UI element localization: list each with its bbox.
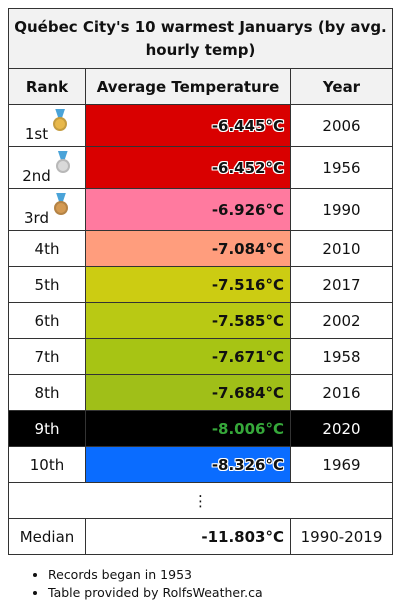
table-row: 4th -7.084°C 2010 (8, 230, 394, 267)
rank-cell: 8th (8, 374, 86, 411)
rank-label: 3rd (24, 208, 49, 227)
rank-cell: 2nd (8, 146, 86, 189)
year-cell: 2017 (289, 266, 394, 303)
year-cell: 2020 (289, 410, 394, 447)
rank-cell: 7th (8, 338, 86, 375)
table-row: 8th -7.684°C 2016 (8, 374, 394, 411)
rank-cell: 1st (8, 104, 86, 147)
footnote-records-began: Records began in 1953 (48, 566, 263, 584)
rank-label: 1st (24, 124, 49, 143)
rank-cell: 4th (8, 230, 86, 267)
temperature-cell: -8.326°C (85, 446, 291, 483)
temperature-cell: -6.445°C (85, 104, 291, 147)
table-row: 6th -7.585°C 2002 (8, 302, 394, 339)
temperature-cell: -7.084°C (85, 230, 291, 267)
temperature-cell: -8.006°C (85, 410, 291, 447)
year-cell: 1958 (289, 338, 394, 375)
year-cell: 1956 (289, 146, 394, 189)
header-rank: Rank (8, 68, 86, 105)
temperature-cell: -7.516°C (85, 266, 291, 303)
rank-cell: 6th (8, 302, 86, 339)
rank-cell: 3rd (8, 188, 86, 231)
year-cell: 1969 (289, 446, 394, 483)
table-row: 3rd -6.926°C 1990 (8, 188, 394, 231)
table-body: 1st -6.445°C 2006 2nd -6.452°C 1956 3rd … (7, 104, 394, 555)
warmest-januarys-table: Québec City's 10 warmest Januarys (by av… (7, 8, 394, 555)
table-row: 10th -8.326°C 1969 (8, 446, 394, 483)
year-cell: 2016 (289, 374, 394, 411)
footnote-source: Table provided by RolfsWeather.ca (48, 584, 263, 602)
gold-medal-icon (51, 108, 69, 133)
temperature-cell: -6.452°C (85, 146, 291, 189)
header-year: Year (289, 68, 394, 105)
rank-cell: 10th (8, 446, 86, 483)
table-row: 2nd -6.452°C 1956 (8, 146, 394, 189)
ellipsis-row: ⋮ (7, 482, 394, 519)
table-row-highlighted: 9th -8.006°C 2020 (8, 410, 394, 447)
rank-cell: 5th (8, 266, 86, 303)
temperature-cell: -7.585°C (85, 302, 291, 339)
bronze-medal-icon (52, 192, 70, 217)
rank-label: 2nd (22, 166, 51, 185)
silver-medal-icon (54, 150, 72, 175)
year-cell: 2006 (289, 104, 394, 147)
year-cell: 1990 (289, 188, 394, 231)
temperature-cell: -7.684°C (85, 374, 291, 411)
temperature-cell: -7.671°C (85, 338, 291, 375)
table-row: 5th -7.516°C 2017 (8, 266, 394, 303)
header-average-temperature: Average Temperature (85, 68, 291, 105)
temperature-cell: -6.926°C (85, 188, 291, 231)
footnotes-list: Records began in 1953 Table provided by … (30, 566, 263, 602)
table-row: 1st -6.445°C 2006 (8, 104, 394, 147)
year-cell: 2002 (289, 302, 394, 339)
year-cell: 2010 (289, 230, 394, 267)
table-title: Québec City's 10 warmest Januarys (by av… (7, 8, 394, 69)
median-label: Median (8, 518, 86, 555)
rank-cell: 9th (8, 410, 86, 447)
median-row: Median -11.803°C 1990-2019 (8, 518, 394, 555)
table-row: 7th -7.671°C 1958 (8, 338, 394, 375)
median-years: 1990-2019 (289, 518, 394, 555)
median-temperature: -11.803°C (85, 518, 291, 555)
